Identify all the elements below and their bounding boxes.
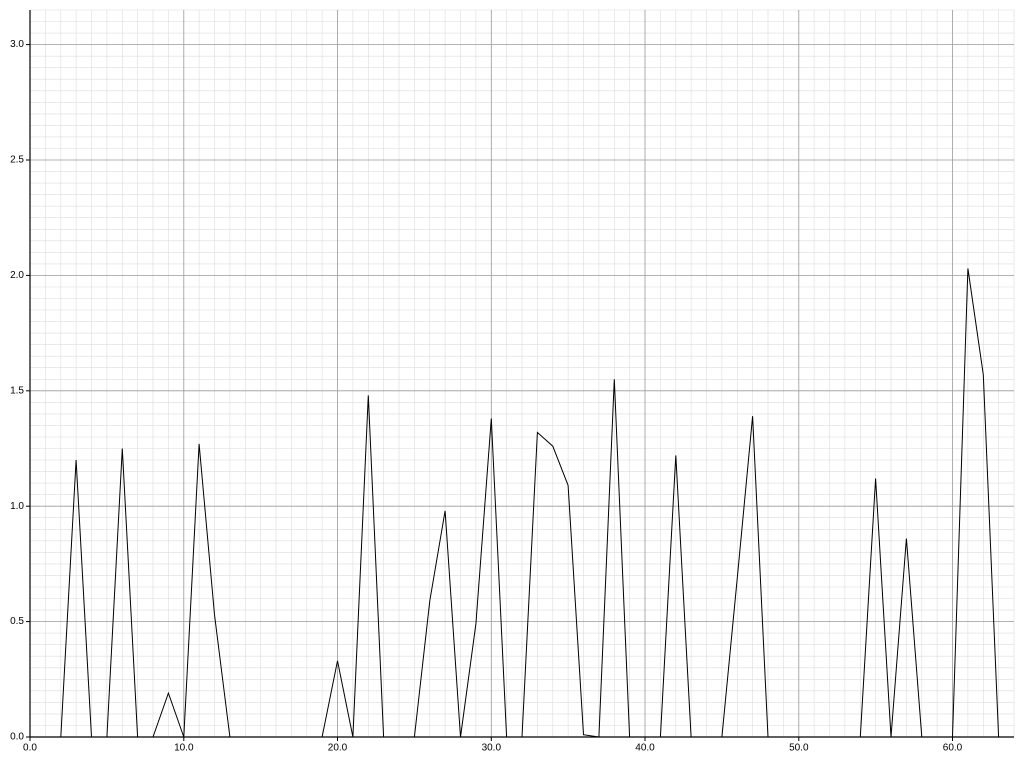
x-tick-label: 10.0 (174, 742, 194, 753)
axes (26, 10, 1014, 741)
series-group (30, 268, 999, 737)
y-tick-label: 0.5 (10, 616, 24, 627)
x-tick-label: 30.0 (482, 742, 502, 753)
y-tick-label: 2.0 (10, 270, 24, 281)
series-line-0 (30, 269, 999, 738)
y-tick-label: 1.5 (10, 385, 24, 396)
x-tick-label: 60.0 (943, 742, 963, 753)
y-tick-label: 2.5 (10, 155, 24, 166)
x-tick-label: 50.0 (789, 742, 809, 753)
y-tick-label: 1.0 (10, 501, 24, 512)
y-tick-labels: 0.0 0.5 1.0 1.5 2.0 2.5 3.0 (10, 39, 24, 742)
y-tick-label: 0.0 (10, 732, 24, 743)
x-tick-label: 0.0 (23, 742, 37, 753)
y-tick-label: 3.0 (10, 39, 24, 50)
x-tick-label: 40.0 (635, 742, 655, 753)
x-tick-labels: 0.0 10.0 20.0 30.0 40.0 50.0 60.0 (23, 742, 963, 753)
x-tick-label: 20.0 (328, 742, 348, 753)
